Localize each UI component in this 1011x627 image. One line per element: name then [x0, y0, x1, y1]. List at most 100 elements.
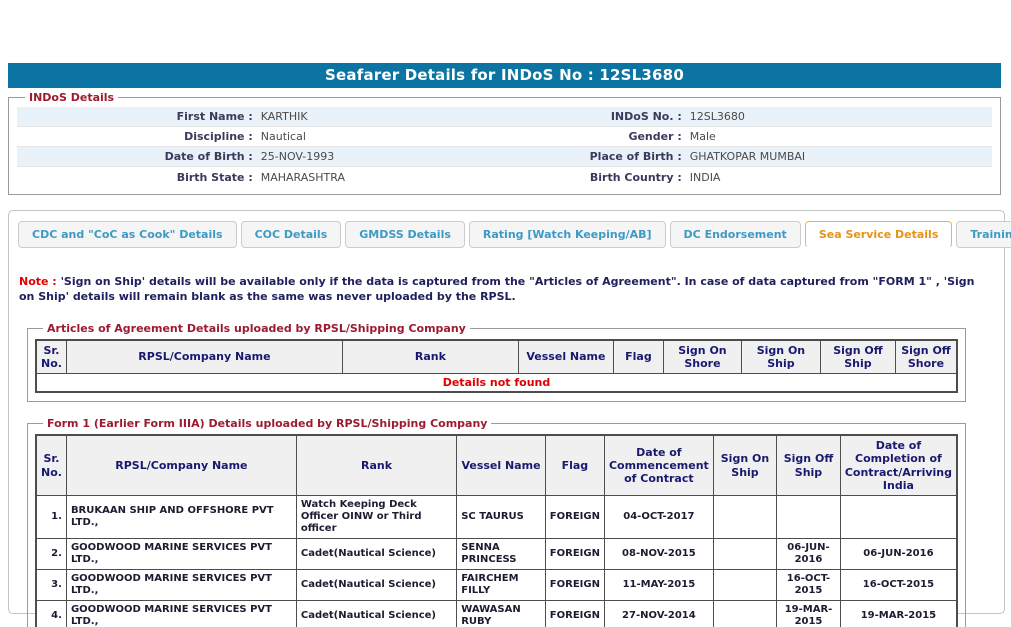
column-header: Sign Off Ship [776, 434, 841, 497]
column-header: Sr. No. [35, 339, 67, 375]
table-cell: Cadet(Nautical Science) [295, 600, 458, 627]
form1-table-body: 1. BRUKAAN SHIP AND OFFSHORE PVT LTD., Wat… [35, 495, 958, 627]
column-header: Sign On Ship [740, 339, 821, 375]
field-value: MAHARASHTRA [260, 170, 345, 184]
field-value: Nautical [260, 130, 306, 143]
column-header: Vessel Name [456, 434, 546, 497]
field-label: Discipline : [184, 130, 253, 143]
table-cell: FOREIGN [544, 569, 605, 601]
table-cell: FOREIGN [544, 538, 605, 570]
articles-of-agreement-table: Sr. No. RPSL/Company Name Rank Vessel Na… [35, 338, 958, 394]
articles-of-agreement-legend: Articles of Agreement Details uploaded b… [47, 321, 466, 335]
form1-section: Form 1 (Earlier Form IIIA) Details uploa… [27, 417, 966, 627]
tab-bar: CDC and "CoC as Cook" Details COC Detail… [9, 211, 1011, 248]
table-row: 1. BRUKAAN SHIP AND OFFSHORE PVT LTD., Wat… [35, 495, 958, 539]
column-header: Rank [295, 434, 458, 497]
tab-cdc-coc-cook-details[interactable]: CDC and "CoC as Cook" Details [18, 221, 237, 248]
table-cell: 04-OCT-2017 [603, 495, 714, 539]
table-cell: Cadet(Nautical Science) [295, 569, 458, 601]
indos-row: First Name : KARTHIK INDoS No. : 12SL368… [17, 107, 992, 127]
field-label: First Name : [176, 110, 253, 123]
form1-table: Sr. No. RPSL/Company Name Rank Vessel Na… [35, 434, 958, 627]
tab-gmdss-details[interactable]: GMDSS Details [345, 221, 465, 248]
indos-row: Birth State : MAHARASHTRA Birth Country … [17, 167, 992, 187]
table-cell: FOREIGN [544, 600, 605, 627]
form1-legend: Form 1 (Earlier Form IIIA) Details uploa… [47, 417, 488, 431]
empty-message-row: Details not found [35, 373, 958, 393]
table-cell: Cadet(Nautical Science) [295, 538, 458, 570]
field-value: 12SL3680 [689, 110, 745, 123]
table-row: 2. GOODWOOD MARINE SERVICES PVT LTD., Cade… [35, 538, 958, 570]
tab-rating-watch-keeping-ab[interactable]: Rating [Watch Keeping/AB] [468, 221, 666, 248]
table-cell: 06-JUN-2016 [839, 538, 958, 570]
indos-details-legend: INDoS Details [29, 91, 115, 104]
field-value: INDIA [689, 170, 721, 184]
indos-row: Discipline : Nautical Gender : Male [17, 127, 992, 147]
field-value: Male [689, 130, 716, 143]
table-cell: 06-JUN-2016 [776, 538, 841, 570]
field-label: INDoS No. : [610, 110, 682, 123]
table-cell: 3. [35, 569, 67, 601]
table-cell: FAIRCHEM FILLY [456, 569, 546, 601]
table-cell: BRUKAAN SHIP AND OFFSHORE PVT LTD., [65, 495, 297, 539]
table-cell [712, 495, 778, 539]
table-cell: 19-MAR-2015 [839, 600, 958, 627]
tab-coc-details[interactable]: COC Details [240, 221, 342, 248]
note-text: Note : 'Sign on Ship' details will be av… [19, 275, 984, 305]
page-title: Seafarer Details for INDoS No : 12SL3680 [8, 63, 1001, 88]
note-prefix: Note : [19, 275, 57, 288]
field-label: Birth State : [176, 170, 253, 184]
table-cell: SENNA PRINCESS [456, 538, 546, 570]
articles-of-agreement-section: Articles of Agreement Details uploaded b… [27, 321, 966, 403]
table-cell: 08-NOV-2015 [603, 538, 714, 570]
column-header: Sign On Ship [712, 434, 778, 497]
table-cell: 16-OCT-2015 [839, 569, 958, 601]
table-row: 4. GOODWOOD MARINE SERVICES PVT LTD., Cade… [35, 600, 958, 627]
table-cell [712, 600, 778, 627]
table-cell [712, 569, 778, 601]
column-header: RPSL/Company Name [65, 434, 297, 497]
table-cell: 2. [35, 538, 67, 570]
column-header: Date of Completion of Contract/Arriving … [839, 434, 958, 497]
indos-row: Date of Birth : 25-NOV-1993 Place of Bir… [17, 147, 992, 167]
tab-sea-service-details[interactable]: Sea Service Details [804, 221, 953, 248]
column-header: Date of Commencement of Contract [603, 434, 714, 497]
table-cell: 11-MAY-2015 [603, 569, 714, 601]
table-header-row: Sr. No. RPSL/Company Name Rank Vessel Na… [35, 434, 958, 497]
column-header: Rank [341, 339, 519, 375]
top-spacer [0, 0, 1011, 63]
table-cell: 19-MAR-2015 [776, 600, 841, 627]
table-cell: 4. [35, 600, 67, 627]
column-header: RPSL/Company Name [65, 339, 343, 375]
empty-message: Details not found [35, 373, 958, 393]
field-value: 25-NOV-1993 [260, 150, 335, 163]
column-header: Flag [612, 339, 664, 375]
indos-details-section: INDoS Details First Name : KARTHIK INDoS… [8, 91, 1001, 195]
table-cell [712, 538, 778, 570]
table-row: 3. GOODWOOD MARINE SERVICES PVT LTD., Cade… [35, 569, 958, 601]
field-value: GHATKOPAR MUMBAI [689, 150, 806, 163]
table-cell [839, 495, 958, 539]
tab-training-details[interactable]: Training Details [956, 221, 1011, 248]
tab-dc-endorsement[interactable]: DC Endorsement [669, 221, 801, 248]
field-label: Gender : [628, 130, 682, 143]
table-cell: 27-NOV-2014 [603, 600, 714, 627]
table-cell: WAWASAN RUBY [456, 600, 546, 627]
table-cell [776, 495, 841, 539]
details-tabs-panel: CDC and "CoC as Cook" Details COC Detail… [8, 210, 1011, 627]
column-header: Sign On Shore [662, 339, 742, 375]
table-cell: GOODWOOD MARINE SERVICES PVT LTD., [65, 569, 297, 601]
field-label: Place of Birth : [589, 150, 682, 163]
column-header: Sr. No. [35, 434, 67, 497]
table-cell: 1. [35, 495, 67, 539]
table-cell: SC TAURUS [456, 495, 546, 539]
field-label: Birth Country : [589, 170, 682, 184]
column-header: Flag [544, 434, 605, 497]
table-cell: FOREIGN [544, 495, 605, 539]
column-header: Sign Off Ship [819, 339, 896, 375]
table-cell: 16-OCT-2015 [776, 569, 841, 601]
table-cell: GOODWOOD MARINE SERVICES PVT LTD., [65, 538, 297, 570]
column-header: Sign Off Shore [894, 339, 958, 375]
column-header: Vessel Name [517, 339, 614, 375]
table-cell: GOODWOOD MARINE SERVICES PVT LTD., [65, 600, 297, 627]
